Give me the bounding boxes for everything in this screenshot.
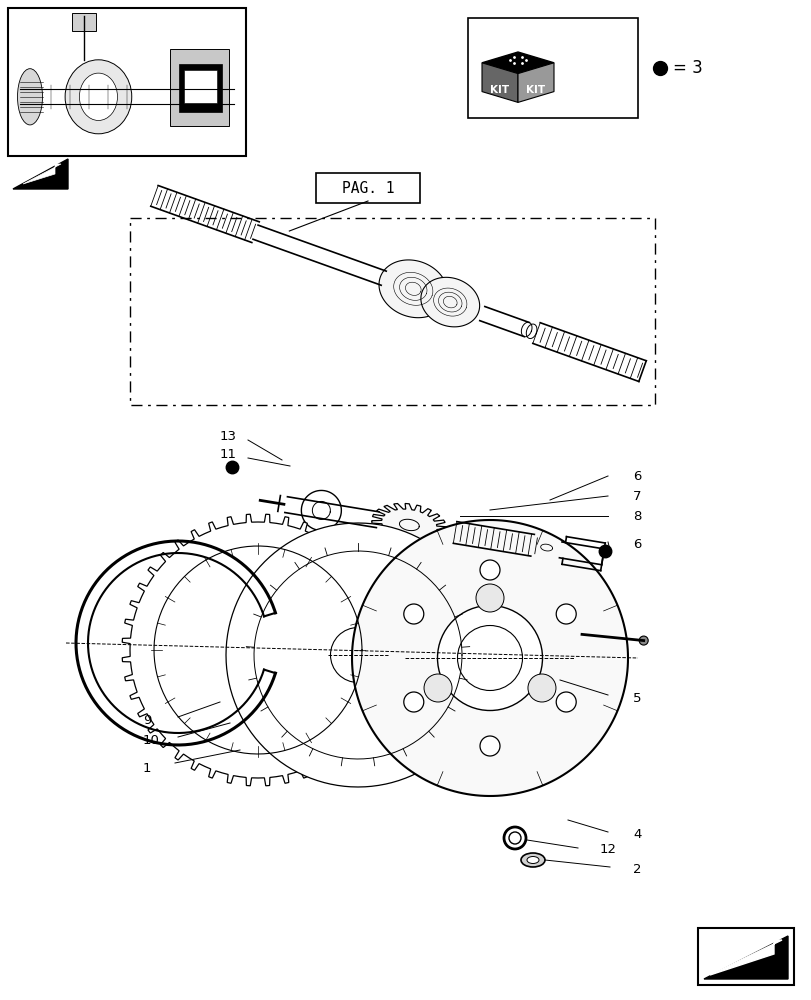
Text: KIT: KIT bbox=[526, 85, 545, 95]
Bar bbox=[467, 18, 637, 118]
Bar bbox=[184, 70, 217, 103]
Polygon shape bbox=[703, 936, 787, 979]
Ellipse shape bbox=[437, 605, 542, 710]
Ellipse shape bbox=[479, 560, 500, 580]
Text: 7: 7 bbox=[633, 489, 641, 502]
Bar bbox=[8, 8, 246, 156]
Polygon shape bbox=[482, 63, 517, 102]
Text: 1: 1 bbox=[143, 762, 152, 775]
Ellipse shape bbox=[556, 692, 576, 712]
Polygon shape bbox=[122, 514, 393, 786]
Ellipse shape bbox=[423, 674, 452, 702]
Text: 8: 8 bbox=[633, 510, 641, 522]
Polygon shape bbox=[517, 63, 553, 102]
Polygon shape bbox=[379, 260, 447, 318]
Ellipse shape bbox=[479, 736, 500, 756]
Ellipse shape bbox=[330, 628, 385, 682]
Text: 6: 6 bbox=[633, 538, 641, 552]
Polygon shape bbox=[352, 520, 627, 796]
Polygon shape bbox=[13, 159, 68, 189]
Ellipse shape bbox=[527, 674, 556, 702]
Text: PAG. 1: PAG. 1 bbox=[341, 181, 394, 196]
Bar bbox=[169, 49, 229, 126]
Polygon shape bbox=[532, 540, 560, 555]
Text: 9: 9 bbox=[143, 714, 151, 726]
Text: 2: 2 bbox=[633, 863, 641, 876]
Text: KIT: KIT bbox=[490, 85, 509, 95]
Text: 5: 5 bbox=[633, 692, 641, 704]
Ellipse shape bbox=[457, 626, 521, 690]
Text: 6: 6 bbox=[633, 470, 641, 483]
Ellipse shape bbox=[526, 856, 539, 863]
Text: 4: 4 bbox=[633, 828, 641, 841]
FancyBboxPatch shape bbox=[315, 173, 419, 203]
Polygon shape bbox=[482, 52, 553, 74]
Ellipse shape bbox=[475, 584, 504, 612]
Ellipse shape bbox=[79, 73, 118, 120]
Bar bbox=[130, 218, 654, 405]
Bar bbox=[72, 13, 96, 31]
Polygon shape bbox=[301, 490, 341, 530]
Ellipse shape bbox=[65, 60, 131, 134]
Text: 11: 11 bbox=[220, 448, 237, 462]
Polygon shape bbox=[23, 164, 61, 184]
Ellipse shape bbox=[556, 604, 576, 624]
Text: 12: 12 bbox=[599, 843, 616, 856]
Ellipse shape bbox=[228, 620, 288, 680]
Text: = 3: = 3 bbox=[672, 59, 702, 77]
Ellipse shape bbox=[638, 636, 647, 645]
Polygon shape bbox=[420, 277, 479, 327]
Text: 13: 13 bbox=[220, 430, 237, 444]
Bar bbox=[697, 928, 793, 985]
Text: 10: 10 bbox=[143, 734, 160, 746]
Ellipse shape bbox=[403, 692, 423, 712]
Ellipse shape bbox=[403, 604, 423, 624]
Polygon shape bbox=[225, 523, 489, 787]
Polygon shape bbox=[371, 503, 447, 546]
Ellipse shape bbox=[521, 853, 544, 867]
Polygon shape bbox=[709, 940, 781, 975]
Ellipse shape bbox=[18, 69, 42, 125]
Bar bbox=[179, 64, 222, 112]
